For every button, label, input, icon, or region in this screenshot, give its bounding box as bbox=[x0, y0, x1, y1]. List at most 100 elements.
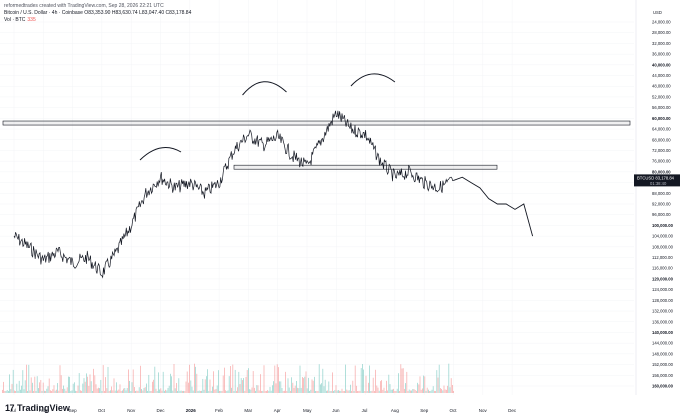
volume-bar bbox=[407, 390, 409, 393]
price-axis[interactable]: USD 24,000.00 28,000.00 32,000.00 36,000.00 4… bbox=[635, 0, 674, 395]
volume-bar bbox=[347, 390, 349, 393]
volume-bar bbox=[342, 391, 344, 393]
volume-bar bbox=[312, 380, 314, 393]
volume-bar bbox=[110, 390, 111, 393]
volume-bar bbox=[233, 390, 235, 393]
volume-bar bbox=[375, 369, 376, 393]
volume-bar bbox=[411, 390, 412, 393]
volume-bar bbox=[14, 390, 15, 393]
volume-bar bbox=[179, 390, 181, 393]
volume-bar bbox=[149, 390, 151, 393]
volume-bar bbox=[107, 366, 109, 393]
volume-bar bbox=[389, 384, 391, 393]
volume-bar bbox=[328, 381, 330, 393]
volume-bar bbox=[174, 388, 176, 393]
y-tick-label: 72,000.00 bbox=[652, 148, 671, 153]
y-tick-label: 48,000.00 bbox=[652, 84, 671, 89]
y-tick-label: 124,000.00 bbox=[652, 287, 674, 292]
volume-bar bbox=[128, 369, 129, 393]
volume-bar bbox=[371, 390, 373, 393]
x-tick-label: Mar bbox=[244, 408, 252, 413]
volume-bar bbox=[138, 387, 140, 393]
volume-bar bbox=[330, 390, 332, 393]
volume-bar bbox=[216, 385, 218, 393]
volume-bar bbox=[251, 387, 253, 393]
arc-annotations[interactable] bbox=[139, 73, 396, 161]
x-tick-label: Aug bbox=[391, 408, 400, 413]
volume-bar bbox=[119, 384, 121, 393]
volume-bar bbox=[122, 390, 123, 393]
support-zone[interactable] bbox=[233, 164, 498, 170]
volume-bar bbox=[168, 385, 170, 393]
horizontal-zones[interactable] bbox=[2, 120, 631, 170]
volume-bar bbox=[154, 366, 156, 393]
volume-bar bbox=[104, 390, 105, 393]
volume-bar bbox=[167, 387, 169, 393]
volume-bar bbox=[297, 387, 298, 393]
volume-bar bbox=[339, 390, 340, 393]
volume-bar bbox=[329, 390, 331, 393]
volume-bar bbox=[446, 389, 447, 393]
volume-bar bbox=[26, 364, 27, 393]
volume-bar bbox=[192, 390, 194, 393]
volume-bar bbox=[243, 378, 244, 393]
volume-bar bbox=[80, 390, 81, 393]
volume-bar bbox=[293, 387, 295, 393]
y-tick-label: 140,000.00 bbox=[652, 330, 674, 335]
y-tick-label: 56,000.00 bbox=[652, 105, 671, 110]
volume-bar bbox=[78, 373, 80, 393]
volume-bar bbox=[372, 377, 374, 393]
y-tick-label: 76,000.00 bbox=[652, 159, 671, 164]
volume-bar bbox=[412, 388, 414, 393]
volume-bar bbox=[369, 365, 370, 393]
volume-bar bbox=[405, 383, 406, 393]
time-axis[interactable]: Jul Aug Sep Oct Nov Dec 2026 Feb Mar Apr May Jun Jul… bbox=[10, 408, 517, 413]
volume-bar bbox=[123, 388, 124, 393]
volume-bar bbox=[204, 379, 206, 393]
volume-bar bbox=[452, 384, 453, 393]
volume-bar bbox=[74, 382, 75, 393]
volume-bar bbox=[276, 364, 278, 393]
volume-bar bbox=[400, 364, 402, 393]
resistance-zone[interactable] bbox=[2, 120, 631, 126]
volume-bar bbox=[102, 365, 104, 393]
volume-bar bbox=[287, 378, 289, 393]
volume-bar bbox=[39, 382, 40, 393]
volume-bar bbox=[5, 390, 7, 393]
volume-bar bbox=[326, 390, 327, 393]
symbol-ohlc-line: Bitcoin / U.S. Dollar · 4h · Coinbase O8… bbox=[4, 10, 192, 16]
volume-bar bbox=[114, 390, 116, 393]
volume-bar bbox=[354, 365, 356, 393]
volume-bar bbox=[23, 389, 25, 393]
y-tick-label: 60,000.00 bbox=[652, 116, 671, 121]
y-tick-label: 28,000.00 bbox=[652, 30, 671, 35]
volume-bar bbox=[374, 390, 375, 393]
volume-bar bbox=[71, 390, 73, 393]
volume-bar bbox=[66, 387, 68, 393]
volume-bar bbox=[230, 366, 231, 393]
volume-bar bbox=[275, 383, 277, 393]
volume-bar bbox=[21, 385, 22, 393]
volume-bar bbox=[18, 380, 20, 393]
x-tick-label: Nov bbox=[479, 408, 488, 413]
volume-bar bbox=[363, 369, 364, 393]
x-tick-label: May bbox=[303, 408, 312, 413]
volume-bar bbox=[194, 363, 195, 393]
tradingview-logo[interactable]: 17 TradingView bbox=[5, 403, 70, 413]
volume-bar bbox=[36, 376, 38, 393]
volume-bar bbox=[432, 386, 434, 393]
volume-bar bbox=[62, 388, 63, 393]
x-tick-label: Feb bbox=[215, 408, 223, 413]
volume-bar bbox=[356, 385, 357, 393]
volume-bar bbox=[44, 390, 45, 393]
volume-bar bbox=[131, 382, 133, 393]
volume-bar bbox=[351, 390, 352, 393]
arc-feb[interactable] bbox=[242, 81, 287, 96]
arc-nov[interactable] bbox=[139, 147, 182, 161]
projection-line bbox=[453, 176, 534, 237]
volume-bar bbox=[11, 383, 13, 393]
volume-bar bbox=[267, 390, 268, 393]
arc-jun[interactable] bbox=[350, 73, 396, 87]
